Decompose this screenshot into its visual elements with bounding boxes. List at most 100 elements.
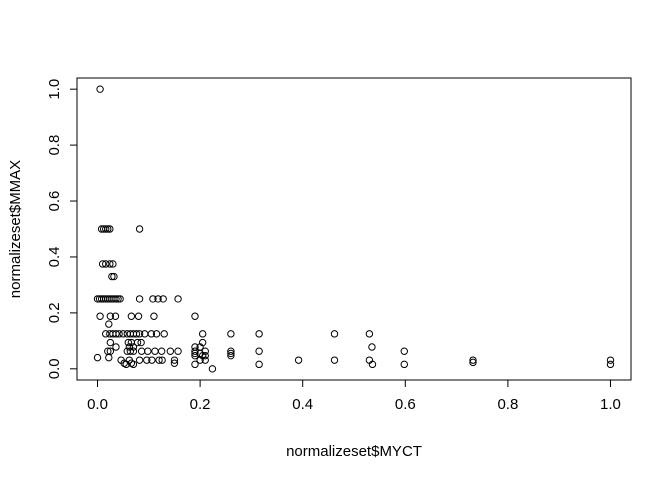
data-point (133, 338, 142, 347)
data-point (93, 353, 102, 362)
data-point (368, 360, 377, 369)
data-point (191, 349, 199, 358)
x-tick-label: 0.8 (497, 396, 518, 413)
data-point (132, 330, 141, 338)
data-point (134, 312, 143, 320)
data-point (135, 356, 144, 364)
data-point (110, 272, 118, 281)
data-point (159, 295, 167, 303)
x-axis: 0.0 0.2 0.4 0.6 0.8 1.0 (87, 379, 621, 413)
data-point (127, 312, 136, 320)
data-point (137, 347, 146, 355)
x-tick-label: 0.6 (395, 396, 416, 413)
y-tick-label: 0.4 (46, 247, 63, 268)
data-point (98, 260, 107, 268)
data-point (96, 85, 104, 93)
y-tick-label: 0.6 (46, 191, 63, 212)
x-tick-label: 0.4 (292, 396, 313, 413)
data-point (166, 347, 175, 355)
x-tick-label: 0.0 (87, 396, 108, 413)
y-tick-label: 0.0 (46, 358, 63, 379)
data-point (124, 338, 132, 347)
data-point (174, 347, 182, 355)
data-point (108, 272, 116, 281)
data-point (208, 365, 217, 373)
data-point (469, 356, 477, 364)
data-point (111, 312, 120, 320)
data-point (122, 360, 130, 369)
data-point (198, 330, 207, 338)
data-point (102, 260, 110, 268)
data-point (152, 330, 161, 338)
data-point (137, 338, 145, 347)
data-point (102, 330, 110, 338)
data-point (112, 343, 120, 351)
data-point (148, 356, 156, 364)
data-point (155, 356, 163, 364)
y-tick-label: 0.2 (46, 302, 63, 323)
data-point (96, 312, 104, 320)
data-point (400, 347, 408, 355)
data-point (227, 351, 235, 360)
data-point (606, 356, 615, 364)
data-point (201, 356, 209, 364)
data-point (606, 360, 615, 369)
data-point (129, 347, 138, 355)
y-tick-label: 0.8 (46, 135, 63, 156)
data-point (151, 347, 159, 355)
data-point (196, 356, 204, 364)
data-point (135, 295, 144, 303)
data-point (154, 295, 162, 303)
data-point (106, 225, 114, 233)
data-point (255, 347, 263, 355)
data-point (170, 359, 179, 367)
data-point (129, 360, 138, 369)
data-point (294, 356, 303, 364)
data-point (119, 330, 127, 338)
data-point (201, 351, 209, 360)
x-tick-label: 0.2 (190, 396, 211, 413)
data-point (102, 225, 110, 233)
data-point (400, 360, 408, 369)
data-point (227, 349, 235, 358)
data-point (330, 356, 339, 364)
x-axis-label: normalizeset$MYCT (286, 443, 422, 460)
data-point (149, 295, 157, 303)
data-point (191, 312, 199, 320)
data-point (115, 330, 123, 338)
data-point (174, 295, 182, 303)
data-point (126, 347, 135, 355)
data-point (255, 330, 263, 338)
data-point (125, 343, 134, 351)
data-point (147, 330, 156, 338)
data-point (106, 312, 115, 320)
data-point (368, 343, 376, 351)
data-point (365, 330, 374, 338)
x-tick-label: 1.0 (600, 396, 621, 413)
data-point (158, 356, 166, 364)
data-point (112, 295, 120, 303)
data-point (135, 330, 144, 338)
data-point (105, 353, 113, 362)
y-axis: 0.0 0.2 0.4 0.6 0.8 1.0 (46, 79, 78, 379)
data-point (160, 330, 168, 338)
y-tick-label: 1.0 (46, 79, 63, 100)
y-axis-label: normalizeset$MMAX (7, 160, 24, 298)
data-point (135, 225, 144, 233)
data-point (330, 330, 339, 338)
data-point (112, 330, 120, 338)
data-point (105, 320, 113, 328)
data-point (150, 312, 158, 320)
data-point (116, 295, 124, 303)
data-point (191, 360, 199, 369)
data-point (104, 225, 112, 233)
data-point (114, 295, 122, 303)
data-point (157, 347, 166, 355)
data-point (255, 360, 263, 369)
data-point (106, 338, 115, 347)
data-point (144, 347, 152, 355)
data-point (227, 330, 235, 338)
data-point (227, 347, 235, 355)
data-point (170, 356, 179, 364)
